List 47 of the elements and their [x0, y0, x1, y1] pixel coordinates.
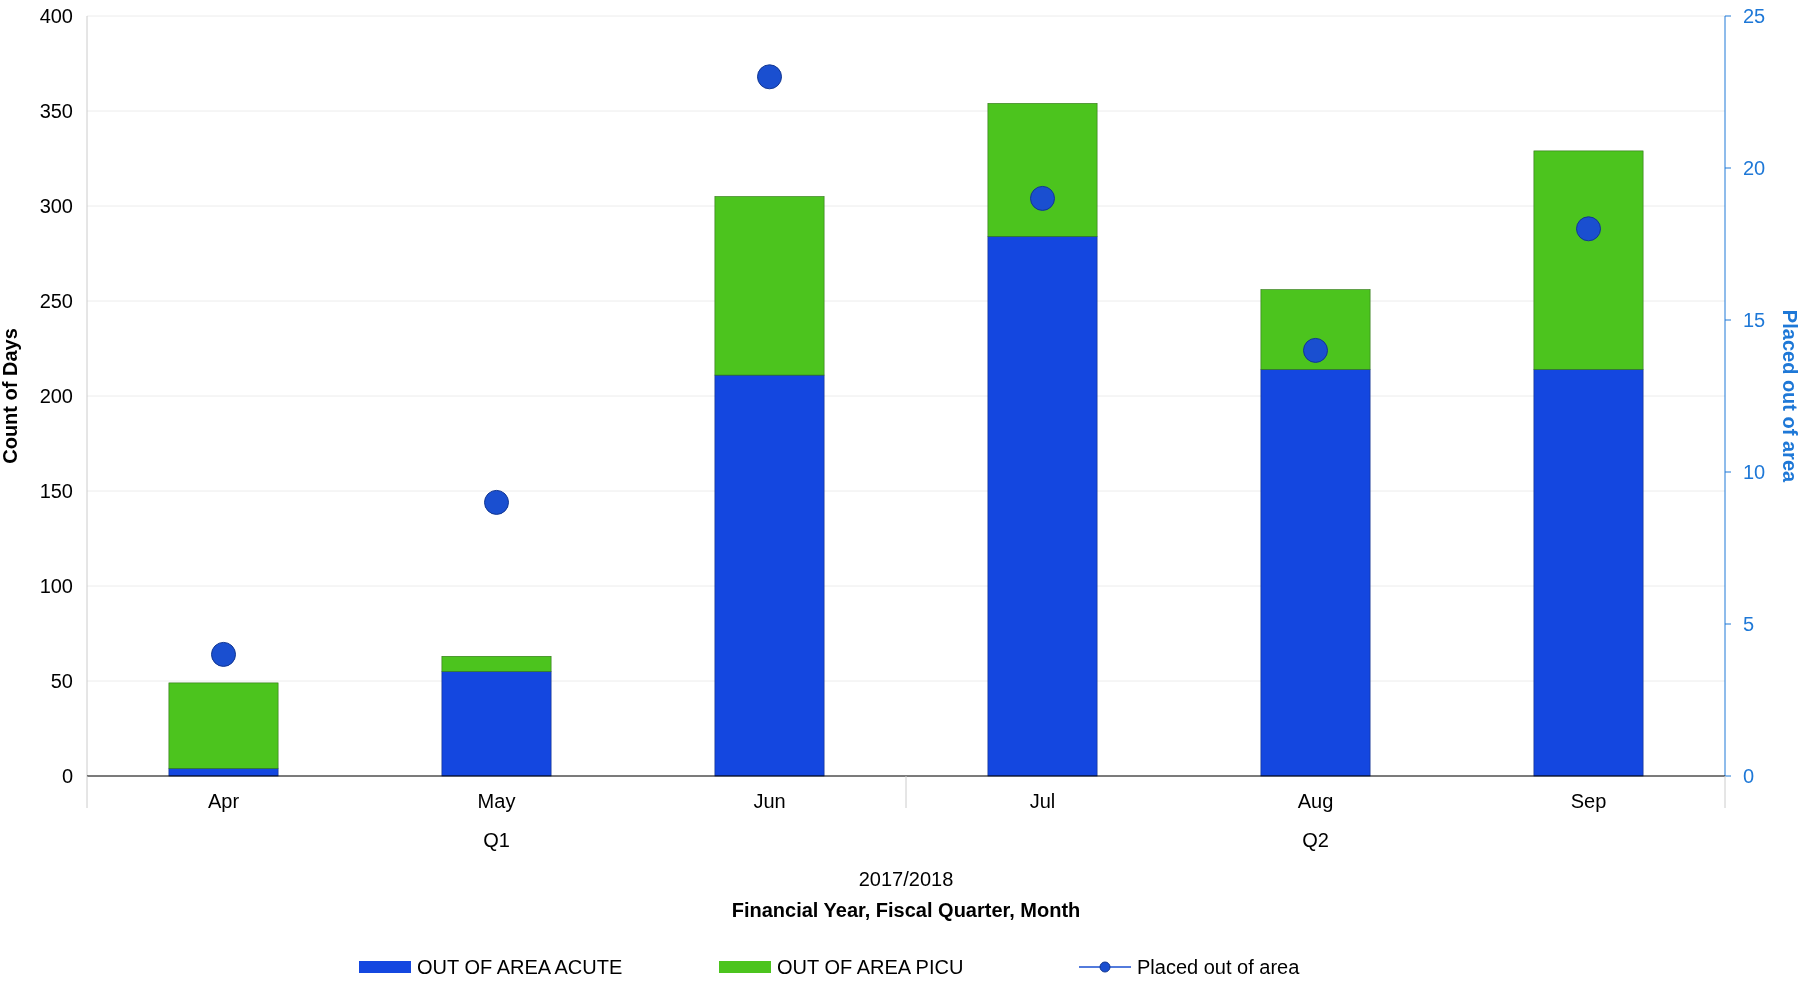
bar — [441, 656, 552, 672]
bar — [714, 374, 825, 777]
x-tick-label: Sep — [1570, 790, 1607, 812]
point — [1030, 185, 1055, 211]
y2-tick-label: 0 — [1743, 765, 1755, 787]
legend-label: OUT OF AREA ACUTE — [417, 956, 623, 978]
y-axis-title: Count of Days — [0, 328, 21, 464]
y-tick-label: 50 — [50, 670, 73, 692]
legend-label: OUT OF AREA PICU — [777, 956, 964, 978]
bar — [168, 682, 279, 769]
x-tick-label: Aug — [1297, 790, 1334, 812]
text: Q1 — [483, 829, 510, 851]
bar — [987, 103, 1098, 237]
point — [1576, 216, 1601, 242]
y-tick-label: 250 — [39, 290, 73, 312]
x-tick-label: May — [477, 790, 516, 812]
y2-tick-label: 25 — [1743, 5, 1766, 27]
y-tick-label: 200 — [39, 385, 73, 407]
bar — [1260, 289, 1371, 370]
y-tick-label: 300 — [39, 195, 73, 217]
bar — [1533, 369, 1644, 777]
point — [211, 641, 236, 667]
y2-tick-label: 15 — [1743, 309, 1766, 331]
y-tick-label: 100 — [39, 575, 73, 597]
bar — [1533, 150, 1644, 370]
x-axis-title: Financial Year, Fiscal Quarter, Month — [731, 899, 1081, 921]
point — [757, 64, 782, 90]
y-tick-label: 150 — [39, 480, 73, 502]
text: 2017/2018 — [858, 868, 954, 890]
y2-tick-label: 5 — [1743, 613, 1755, 635]
y2-tick-label: 20 — [1743, 157, 1766, 179]
x-tick-label: Jul — [1029, 790, 1056, 812]
x-tick-label: Apr — [207, 790, 240, 812]
point — [1303, 337, 1328, 363]
y-tick-label: 0 — [61, 765, 73, 787]
point — [484, 489, 509, 515]
legend-label: Placed out of area — [1137, 956, 1301, 978]
y2-axis-title: Placed out of area — [1779, 309, 1798, 484]
bar — [714, 196, 825, 376]
y2-tick-label: 10 — [1743, 461, 1766, 483]
text: Q2 — [1302, 829, 1329, 851]
x-tick-label: Jun — [753, 790, 786, 812]
bar — [441, 671, 552, 777]
bar — [1260, 369, 1371, 777]
y-tick-label: 350 — [39, 100, 73, 122]
bar — [987, 236, 1098, 777]
y-tick-label: 400 — [39, 5, 73, 27]
